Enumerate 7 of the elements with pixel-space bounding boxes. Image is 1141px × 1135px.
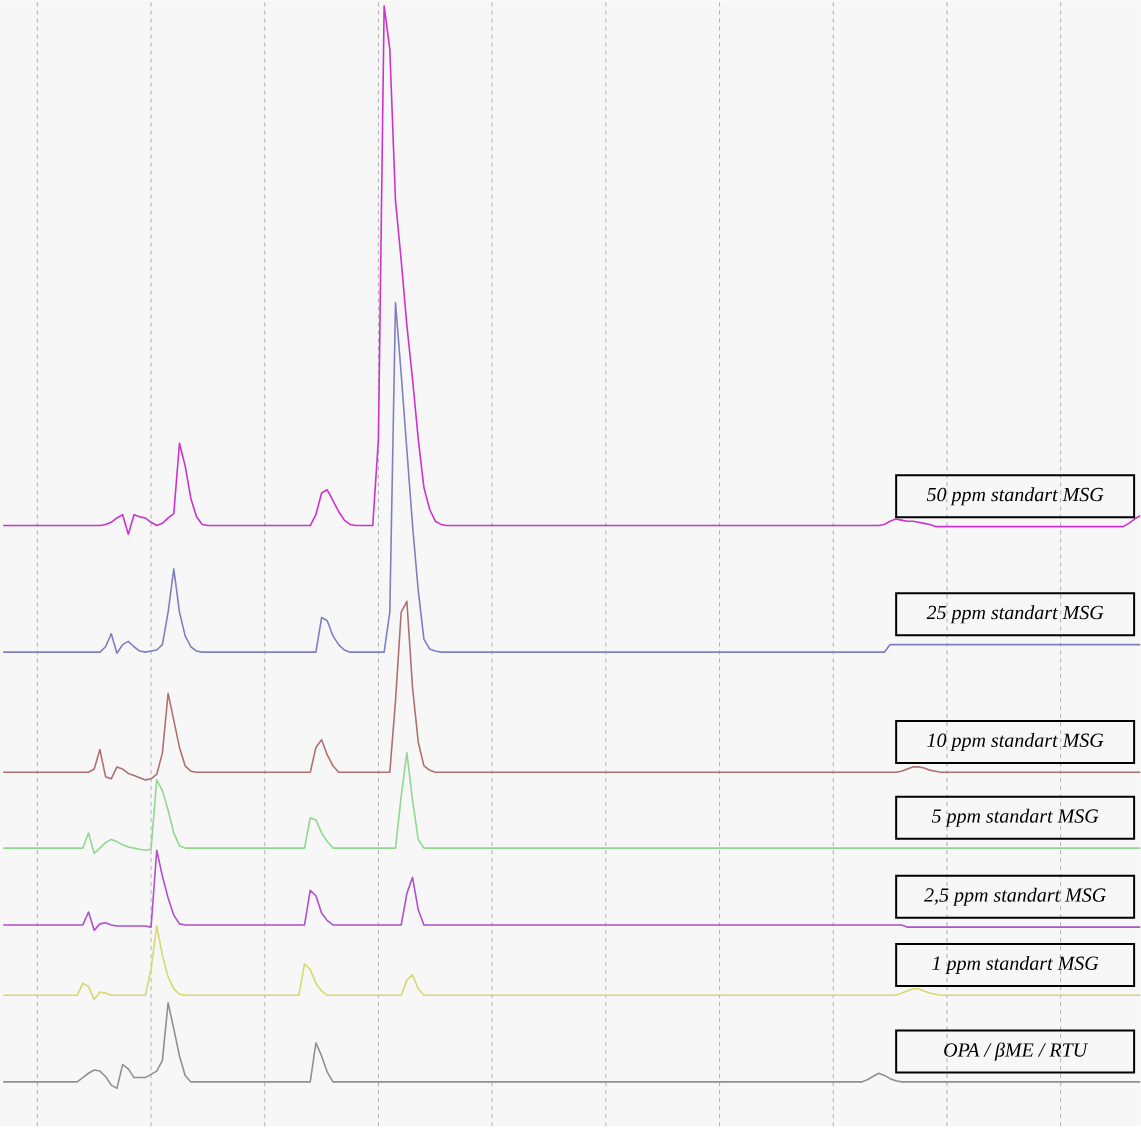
series-label: 50 ppm standart MSG bbox=[926, 487, 1104, 506]
series-label: 1 ppm standart MSG bbox=[932, 955, 1099, 974]
series-label: 10 ppm standart MSG bbox=[927, 732, 1104, 751]
series-label: 5 ppm standart MSG bbox=[931, 808, 1099, 827]
series-label: 25 ppm standart MSG bbox=[926, 605, 1104, 624]
series-label: 2,5 ppm standart MSG bbox=[924, 887, 1106, 906]
series-label: OPA / βME / RTU bbox=[944, 1042, 1089, 1061]
